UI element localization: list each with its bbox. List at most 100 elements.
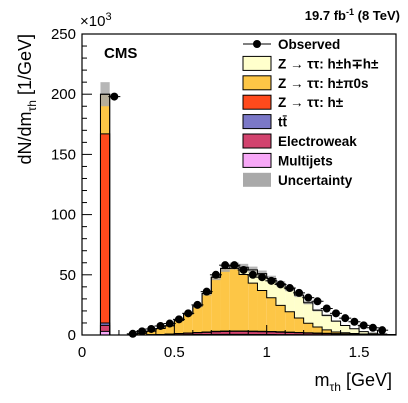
y-tick-label-1: 50 xyxy=(59,267,76,284)
observed-point-11 xyxy=(221,261,230,270)
observed-point-12 xyxy=(230,261,239,270)
bar-4-23 xyxy=(303,323,313,333)
bar-4-27 xyxy=(340,332,350,334)
observed-point-7 xyxy=(184,309,193,318)
observed-point-1 xyxy=(128,329,137,338)
y-axis-label: dN/dmτh [1/GeV] xyxy=(15,34,39,164)
observed-point-15 xyxy=(258,273,267,282)
bar-1-23 xyxy=(303,333,313,335)
observed-point-20 xyxy=(304,293,313,302)
bar-4-19 xyxy=(266,297,276,332)
bar-5-29 xyxy=(359,331,369,335)
observed-point-14 xyxy=(248,270,257,279)
bar-1-25 xyxy=(322,333,332,335)
bar-4-1 xyxy=(100,94,110,134)
bar-3-1 xyxy=(100,133,110,323)
bar-4-21 xyxy=(285,311,295,333)
legend-swatch-2 xyxy=(242,75,272,91)
legend-swatch-3 xyxy=(242,94,272,110)
legend-swatch-6 xyxy=(242,152,272,168)
bar-5-24 xyxy=(312,310,323,328)
observed-point-6 xyxy=(174,315,183,324)
bar-5-20 xyxy=(275,283,286,306)
bar-4-7 xyxy=(155,328,166,335)
legend-label-0: Observed xyxy=(278,37,340,52)
luminosity-label: 19.7 fb-1 (8 TeV) xyxy=(305,7,400,23)
x-tick-label-1: 0.5 xyxy=(164,344,185,361)
x-tick-label-2: 1 xyxy=(263,344,271,361)
observed-point-21 xyxy=(313,297,322,306)
bar-4-8 xyxy=(165,325,175,335)
bar-5-22 xyxy=(294,295,304,319)
bar-4-17 xyxy=(248,283,258,332)
bar-4-15 xyxy=(229,268,239,332)
legend-swatch-5 xyxy=(242,133,272,149)
bar-4-20 xyxy=(275,305,286,332)
plot-frame xyxy=(81,33,397,336)
bar-4-24 xyxy=(312,327,323,334)
y-tick-label-5: 250 xyxy=(51,26,76,43)
bar-1-18 xyxy=(257,331,267,335)
legend-swatch-4 xyxy=(242,114,272,130)
bar-5-30 xyxy=(368,333,378,335)
bar-5-26 xyxy=(331,321,341,332)
bar-1-24 xyxy=(312,333,323,335)
legend-label-5: Electroweak xyxy=(278,134,357,149)
observed-point-10 xyxy=(211,270,220,279)
bar-5-21 xyxy=(285,288,295,312)
legend-swatch-7 xyxy=(243,172,271,187)
observed-point-8 xyxy=(193,300,202,309)
bar-1-16 xyxy=(239,331,249,335)
observed-point-4 xyxy=(156,321,165,330)
observed-point-19 xyxy=(295,288,304,297)
y-tick-label-0: 0 xyxy=(68,327,76,344)
observed-point-24 xyxy=(341,314,350,323)
legend-marker-observed xyxy=(253,40,261,48)
bar-0-1 xyxy=(100,331,110,335)
observed-points xyxy=(108,92,389,338)
bar-4-18 xyxy=(257,290,267,332)
bar-5-19 xyxy=(266,278,276,298)
x-axis-label: mτh [GeV] xyxy=(315,370,392,394)
legend-label-2: Z → ττ: h±π0s xyxy=(278,76,369,91)
bar-5-23 xyxy=(303,302,313,324)
bar-4-14 xyxy=(220,268,230,332)
legend: Observed Z → ττ: h±h∓h± Z → ττ: h±π0s Z → τ… xyxy=(242,37,379,188)
bar-1-20 xyxy=(275,332,286,335)
y-tick-label-4: 200 xyxy=(51,86,76,103)
observed-point-13 xyxy=(239,265,248,274)
bar-1-12 xyxy=(202,332,212,335)
bar-1-15 xyxy=(229,331,239,335)
experiment-label: CMS xyxy=(104,45,137,62)
legend-label-4: tt̄ xyxy=(278,115,288,130)
bar-5-25 xyxy=(322,315,332,330)
bar-1-9 xyxy=(174,333,184,335)
bar-1-22 xyxy=(294,332,304,335)
observed-point-18 xyxy=(285,284,294,293)
observed-point-27 xyxy=(368,323,377,332)
bar-1-14 xyxy=(220,331,230,335)
bar-5-18 xyxy=(257,273,267,291)
bar-4-10 xyxy=(183,313,193,333)
bar-4-9 xyxy=(174,320,184,334)
observed-point-28 xyxy=(378,326,387,335)
y-axis-exponent: ×103 xyxy=(80,11,112,30)
bar-4-13 xyxy=(211,277,221,332)
observed-point-23 xyxy=(331,309,340,318)
observed-point-2 xyxy=(138,327,147,336)
observed-point-5 xyxy=(165,319,174,328)
bar-5-27 xyxy=(340,325,350,333)
observed-point-25 xyxy=(350,317,359,326)
y-tick-label-3: 150 xyxy=(51,146,76,163)
bar-4-12 xyxy=(202,293,212,332)
legend-label-1: Z → ττ: h±h∓h± xyxy=(278,56,379,71)
bar-4-11 xyxy=(192,305,203,333)
legend-label-3: Z → ττ: h± xyxy=(278,95,344,110)
x-tick-label-0: 0 xyxy=(78,344,86,361)
bar-1-1 xyxy=(100,325,110,332)
bar-4-25 xyxy=(322,329,332,334)
bar-1-19 xyxy=(266,331,276,335)
legend-label-6: Multijets xyxy=(278,153,333,168)
